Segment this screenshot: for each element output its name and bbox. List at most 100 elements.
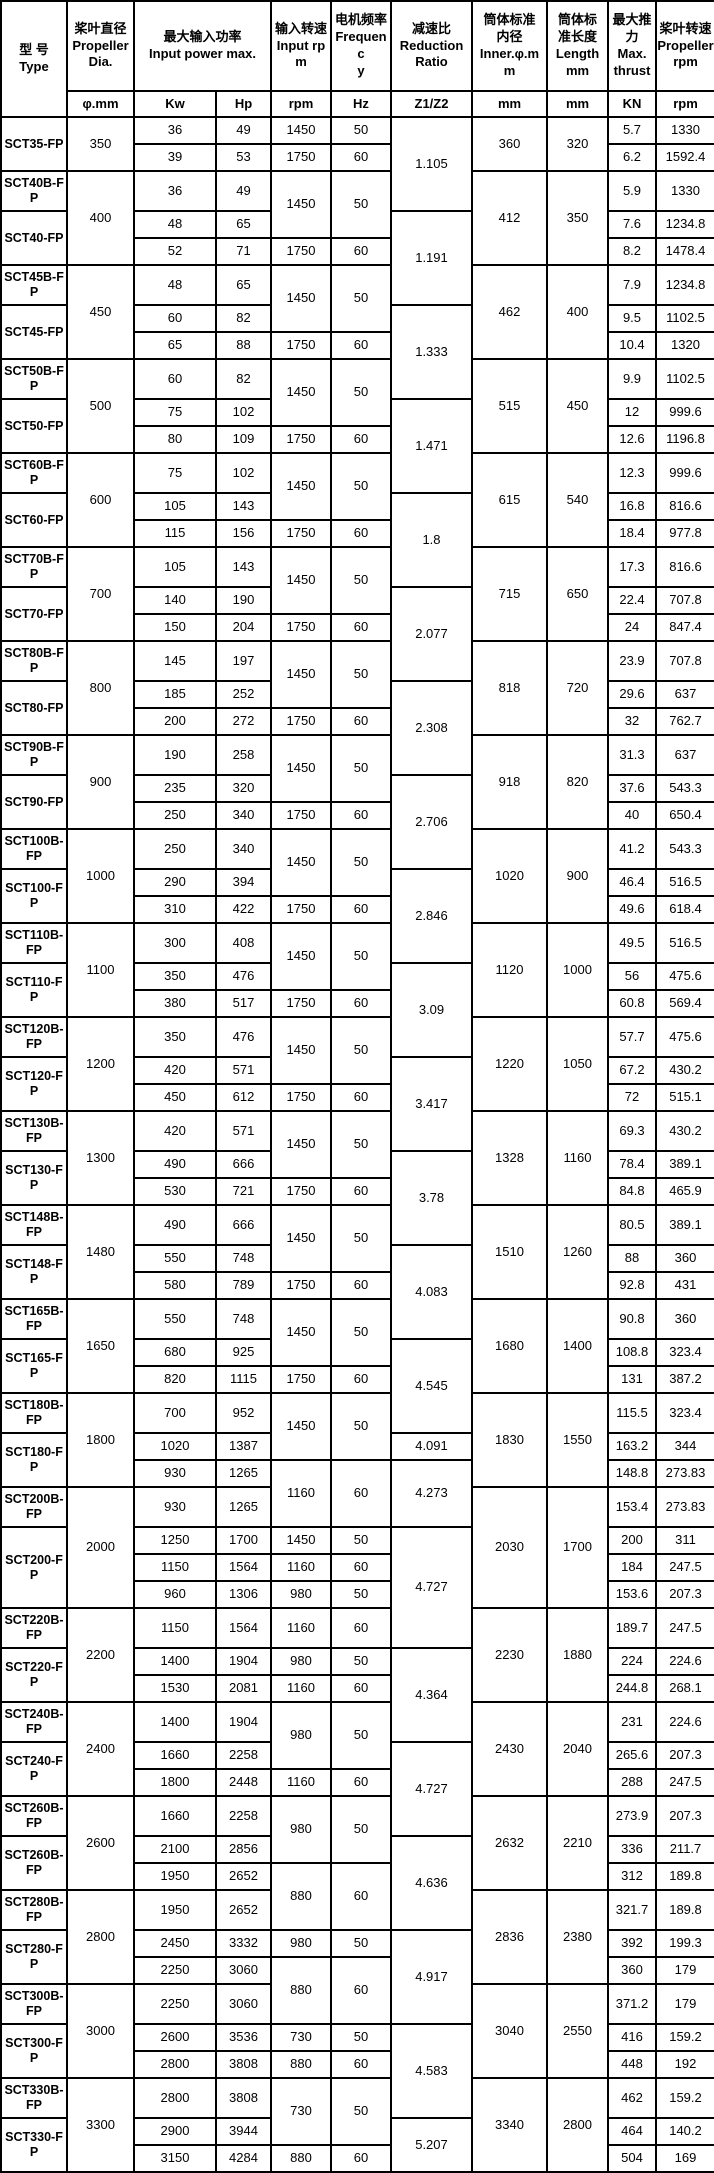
cell-rpm: 1450 bbox=[270, 452, 332, 521]
cell-dia: 700 bbox=[66, 546, 135, 642]
cell-inner: 1830 bbox=[471, 1392, 548, 1488]
cell-rpm: 880 bbox=[270, 2050, 332, 2079]
cell-hp: 143 bbox=[215, 492, 272, 521]
cell-length: 2800 bbox=[546, 2077, 609, 2173]
table-row: 200 272 1750 60 32 762.7 bbox=[1, 707, 714, 736]
cell-hp: 666 bbox=[215, 1204, 272, 1246]
cell-prop-rpm: 977.8 bbox=[655, 519, 714, 548]
cell-ratio: 4.273 bbox=[390, 1459, 473, 1528]
cell-model: SCT165B-FP bbox=[0, 1298, 68, 1340]
cell-prop-rpm: 273.83 bbox=[655, 1459, 714, 1488]
header-rpm: rpm bbox=[270, 90, 332, 118]
cell-kw: 550 bbox=[133, 1298, 217, 1340]
cell-length: 720 bbox=[546, 640, 609, 736]
cell-hp: 109 bbox=[215, 425, 272, 454]
cell-prop-rpm: 515.1 bbox=[655, 1083, 714, 1112]
table-row: SCT90-FP 235 320 2.706 37.6 543.3 bbox=[0, 774, 714, 870]
cell-hp: 49 bbox=[215, 116, 272, 145]
cell-thrust: 84.8 bbox=[607, 1177, 657, 1206]
cell-model: SCT260B-FP bbox=[0, 1795, 68, 1837]
cell-rpm: 980 bbox=[270, 1795, 332, 1864]
cell-hp: 1904 bbox=[215, 1701, 272, 1743]
cell-length: 1160 bbox=[546, 1110, 609, 1206]
header-hp: Hp bbox=[215, 90, 272, 118]
cell-prop-rpm: 360 bbox=[655, 1244, 714, 1273]
cell-hz: 60 bbox=[330, 1177, 392, 1206]
cell-dia: 3000 bbox=[66, 1983, 135, 2079]
cell-hz: 50 bbox=[330, 828, 392, 897]
cell-kw: 350 bbox=[133, 962, 217, 991]
cell-model: SCT130B-FP bbox=[0, 1110, 68, 1152]
table-row: SCT220B-FP 2200 1150 1564 1160 60 2230 1880 189.… bbox=[0, 1607, 714, 1703]
cell-kw: 65 bbox=[133, 331, 217, 360]
cell-model: SCT220-FP bbox=[0, 1647, 68, 1703]
cell-kw: 36 bbox=[133, 170, 217, 212]
cell-thrust: 7.9 bbox=[607, 264, 657, 306]
cell-inner: 615 bbox=[471, 452, 548, 548]
table-row: SCT148-FP 550 748 4.083 88 360 bbox=[0, 1244, 714, 1340]
cell-dia: 900 bbox=[66, 734, 135, 830]
cell-hp: 3060 bbox=[215, 1956, 272, 1985]
cell-hp: 272 bbox=[215, 707, 272, 736]
cell-hz: 60 bbox=[330, 2050, 392, 2079]
cell-model: SCT90-FP bbox=[0, 774, 68, 830]
cell-hp: 748 bbox=[215, 1244, 272, 1273]
cell-hz: 50 bbox=[330, 1795, 392, 1864]
cell-kw: 580 bbox=[133, 1271, 217, 1300]
cell-kw: 350 bbox=[133, 1016, 217, 1058]
cell-rpm: 1750 bbox=[270, 237, 332, 266]
cell-hz: 50 bbox=[330, 1580, 392, 1609]
table-row: SCT110-FP 350 476 3.09 56 475.6 bbox=[0, 962, 714, 1058]
table-row: SCT50-FP 75 102 1.471 12 999.6 bbox=[0, 398, 714, 494]
header-prop-rpm: 桨叶转速 Propeller rpm bbox=[655, 0, 714, 92]
cell-ratio: 4.545 bbox=[390, 1338, 473, 1434]
cell-model: SCT240B-FP bbox=[0, 1701, 68, 1743]
table-row: 150 204 1750 60 24 847.4 bbox=[1, 613, 714, 642]
cell-hz: 60 bbox=[330, 2144, 392, 2173]
cell-kw: 680 bbox=[133, 1338, 217, 1367]
cell-length: 350 bbox=[546, 170, 609, 266]
cell-hp: 952 bbox=[215, 1392, 272, 1434]
cell-hp: 789 bbox=[215, 1271, 272, 1300]
cell-prop-rpm: 637 bbox=[655, 734, 714, 776]
cell-prop-rpm: 224.6 bbox=[655, 1701, 714, 1743]
cell-rpm: 1450 bbox=[270, 828, 332, 897]
cell-kw: 2250 bbox=[133, 1983, 217, 2025]
cell-model: SCT148B-FP bbox=[0, 1204, 68, 1246]
cell-prop-rpm: 169 bbox=[655, 2144, 714, 2173]
cell-hz: 50 bbox=[330, 1647, 392, 1676]
table-row: SCT165B-FP 1650 550 748 1450 50 1680 1400 90.8 36… bbox=[0, 1298, 714, 1394]
cell-kw: 80 bbox=[133, 425, 217, 454]
cell-kw: 190 bbox=[133, 734, 217, 776]
cell-dia: 800 bbox=[66, 640, 135, 736]
cell-thrust: 184 bbox=[607, 1553, 657, 1582]
table-row: SCT280-FP 2450 3332 980 50 4.917 392 199.3 bbox=[0, 1929, 714, 2025]
cell-prop-rpm: 159.2 bbox=[655, 2023, 714, 2052]
cell-hz: 50 bbox=[330, 734, 392, 803]
cell-ratio: 1.8 bbox=[390, 492, 473, 588]
cell-thrust: 31.3 bbox=[607, 734, 657, 776]
cell-thrust: 12.3 bbox=[607, 452, 657, 494]
cell-thrust: 131 bbox=[607, 1365, 657, 1394]
header-kw: 最大输入功率 Input power max. bbox=[133, 0, 272, 92]
cell-ratio: 3.09 bbox=[390, 962, 473, 1058]
cell-kw: 105 bbox=[133, 546, 217, 588]
header-length: mm bbox=[546, 90, 609, 118]
cell-thrust: 69.3 bbox=[607, 1110, 657, 1152]
table-row: SCT40-FP 48 65 1.191 7.6 1234.8 bbox=[0, 210, 714, 306]
cell-thrust: 200 bbox=[607, 1526, 657, 1555]
cell-length: 1260 bbox=[546, 1204, 609, 1300]
cell-prop-rpm: 430.2 bbox=[655, 1056, 714, 1085]
cell-model: SCT240-FP bbox=[0, 1741, 68, 1797]
cell-inner: 3040 bbox=[471, 1983, 548, 2079]
cell-prop-rpm: 247.5 bbox=[655, 1768, 714, 1797]
cell-hz: 60 bbox=[330, 237, 392, 266]
cell-kw: 150 bbox=[133, 613, 217, 642]
cell-kw: 1400 bbox=[133, 1647, 217, 1676]
cell-kw: 3150 bbox=[133, 2144, 217, 2173]
cell-prop-rpm: 389.1 bbox=[655, 1150, 714, 1179]
cell-inner: 1020 bbox=[471, 828, 548, 924]
table-row: SCT240-FP 1660 2258 4.727 265.6 207.3 bbox=[0, 1741, 714, 1837]
cell-hp: 3536 bbox=[215, 2023, 272, 2052]
cell-prop-rpm: 311 bbox=[655, 1526, 714, 1555]
